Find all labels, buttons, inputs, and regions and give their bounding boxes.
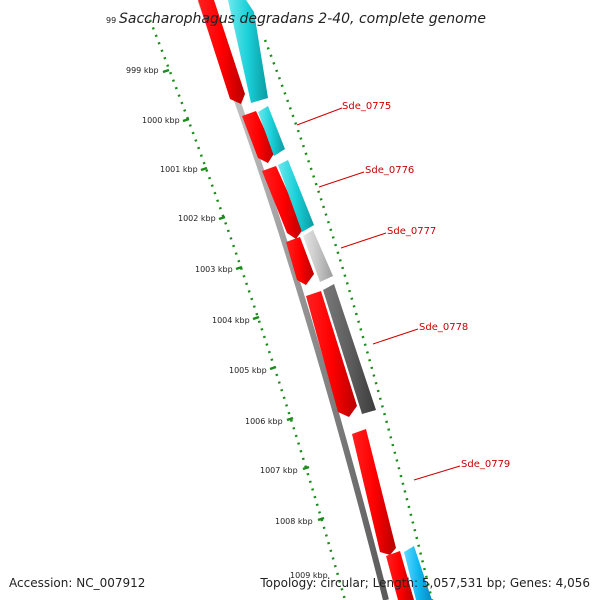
tick-label-99: 99 — [106, 16, 116, 25]
gene-label-sde-0778: Sde_0778 — [419, 322, 468, 333]
tick-label-1002: 1002 kbp — [178, 214, 216, 223]
accession-text: Accession: NC_007912 — [9, 576, 145, 590]
tick-label-1003: 1003 kbp — [195, 265, 233, 274]
map-title: Saccharophagus degradans 2-40, complete … — [119, 11, 486, 27]
gene-labels: Sde_0775 Sde_0776 Sde_0777 Sde_0778 Sde_… — [296, 101, 510, 481]
gene-pseudo-1 — [323, 284, 376, 414]
gene-forward-7 — [386, 551, 414, 600]
tick-label-1009: 1009 kbp — [290, 571, 328, 580]
inner-tick-ring — [263, 39, 434, 600]
gene-forward-1 — [198, 0, 245, 104]
tick-label-1005: 1005 kbp — [229, 366, 267, 375]
gene-reverse-3 — [278, 160, 314, 232]
gene-label-sde-0777: Sde_0777 — [387, 226, 436, 237]
gene-forward-2 — [242, 111, 275, 163]
genome-summary-text: Topology: circular; Length: 5,057,531 bp… — [259, 576, 590, 590]
major-ticks — [162, 68, 325, 522]
gene-uncharacterized-1 — [303, 230, 333, 282]
reverse-strand-genes — [228, 0, 432, 600]
tick-label-999: 999 kbp — [126, 66, 159, 75]
tick-label-1004: 1004 kbp — [212, 316, 250, 325]
gene-forward-5 — [306, 291, 357, 417]
gene-forward-6 — [352, 429, 396, 555]
tick-label-1006: 1006 kbp — [245, 417, 283, 426]
gene-label-sde-0779: Sde_0779 — [461, 459, 510, 470]
gene-forward-3 — [262, 166, 304, 239]
gene-label-sde-0775: Sde_0775 — [342, 101, 391, 112]
tick-label-1000: 1000 kbp — [142, 116, 180, 125]
gene-reverse-blue-1 — [404, 546, 432, 600]
tick-label-1008: 1008 kbp — [275, 517, 313, 526]
forward-strand-genes — [198, 0, 414, 600]
gene-reverse-1 — [228, 0, 268, 103]
tick-label-1007: 1007 kbp — [260, 466, 298, 475]
tick-label-1001: 1001 kbp — [160, 165, 198, 174]
gene-label-sde-0776: Sde_0776 — [365, 165, 414, 176]
gene-forward-4 — [286, 237, 314, 285]
gene-reverse-2 — [258, 106, 285, 156]
